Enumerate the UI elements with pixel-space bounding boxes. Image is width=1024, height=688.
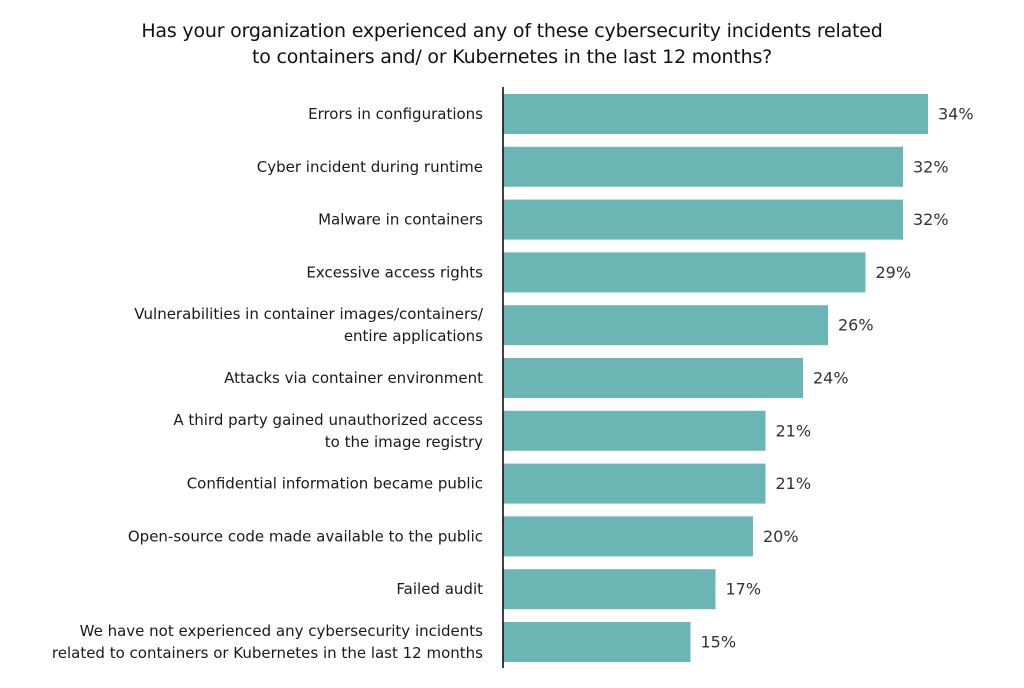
value-label-0: 34% — [938, 105, 974, 124]
category-label-7: Confidential information became public — [187, 475, 483, 493]
category-label-2-line-0: Malware in containers — [318, 211, 483, 229]
bar-4 — [503, 305, 828, 346]
category-label-4: Vulnerabilities in container images/cont… — [134, 305, 484, 345]
category-label-3: Excessive access rights — [306, 263, 483, 281]
category-label-2: Malware in containers — [318, 211, 483, 229]
category-labels-layer: Errors in configurations Cyber incident d… — [52, 105, 484, 662]
category-label-6-line-1: to the image registry — [325, 433, 483, 451]
chart-title-line-1: Has your organization experienced any of… — [141, 20, 883, 42]
bar-8 — [503, 516, 753, 557]
bar-7 — [503, 463, 766, 504]
value-label-6: 21% — [776, 421, 812, 440]
chart-title: Has your organization experienced any of… — [0, 18, 1024, 70]
category-label-4-line-1: entire applications — [344, 327, 483, 345]
value-label-4: 26% — [838, 316, 874, 335]
value-label-9: 17% — [726, 580, 762, 599]
value-label-3: 29% — [876, 263, 912, 282]
category-label-6: A third party gained unauthorized access… — [173, 411, 483, 451]
value-label-8: 20% — [763, 527, 799, 546]
bar-0 — [503, 94, 928, 134]
category-label-6-line-0: A third party gained unauthorized access — [173, 411, 483, 429]
bar-9 — [503, 569, 716, 610]
value-label-5: 24% — [813, 369, 849, 388]
chart-title-line-2: to containers and/ or Kubernetes in the … — [251, 46, 773, 68]
category-label-8: Open-source code made available to the p… — [128, 527, 483, 545]
bar-10 — [503, 622, 691, 662]
category-label-4-line-0: Vulnerabilities in container images/cont… — [134, 305, 484, 323]
bar-1 — [503, 146, 903, 187]
value-labels-layer: 34% 32% 32% 29% 26% 24% 21% 21% 20% 17% 15% — [701, 105, 974, 652]
category-label-0-line-0: Errors in configurations — [308, 105, 483, 123]
category-label-0: Errors in configurations — [308, 105, 483, 123]
bars-layer — [503, 94, 928, 662]
value-label-7: 21% — [776, 474, 812, 493]
bar-6 — [503, 410, 766, 451]
category-label-5: Attacks via container environment — [224, 369, 483, 387]
bar-2 — [503, 199, 903, 240]
bar-5 — [503, 358, 803, 398]
category-label-7-line-0: Confidential information became public — [187, 475, 483, 493]
category-label-5-line-0: Attacks via container environment — [224, 369, 483, 387]
category-label-1-line-0: Cyber incident during runtime — [257, 158, 483, 176]
category-label-9: Failed audit — [396, 580, 483, 598]
bar-3 — [503, 252, 866, 293]
category-label-10-line-1: related to containers or Kubernetes in t… — [52, 644, 483, 662]
category-label-8-line-0: Open-source code made available to the p… — [128, 527, 483, 545]
category-label-10: We have not experienced any cybersecurit… — [52, 622, 483, 662]
value-label-10: 15% — [701, 633, 737, 652]
value-label-2: 32% — [913, 210, 949, 229]
category-label-9-line-0: Failed audit — [396, 580, 483, 598]
category-label-10-line-0: We have not experienced any cybersecurit… — [80, 622, 484, 640]
value-label-1: 32% — [913, 157, 949, 176]
category-label-1: Cyber incident during runtime — [257, 158, 483, 176]
category-label-3-line-0: Excessive access rights — [306, 263, 483, 281]
